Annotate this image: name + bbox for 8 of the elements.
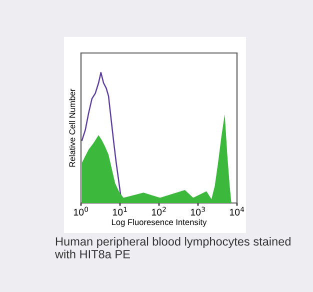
y-axis-title: Relative Cell Number [69,88,76,167]
x-tick-label: 10$^{4}$ [230,206,244,216]
text: Human peripheral blood lymphocytes stained with HIT8a PE [54,237,290,258]
x-tick-label: 10$^{1}$ [112,206,127,216]
x-tick-label: 10$^{0}$ [74,206,88,216]
x-tick-label: 10$^{2}$ [152,206,166,216]
x-tick-label: 10$^{3}$ [190,206,205,216]
x-axis-title: Log Fluoresence Intensity [112,219,207,227]
